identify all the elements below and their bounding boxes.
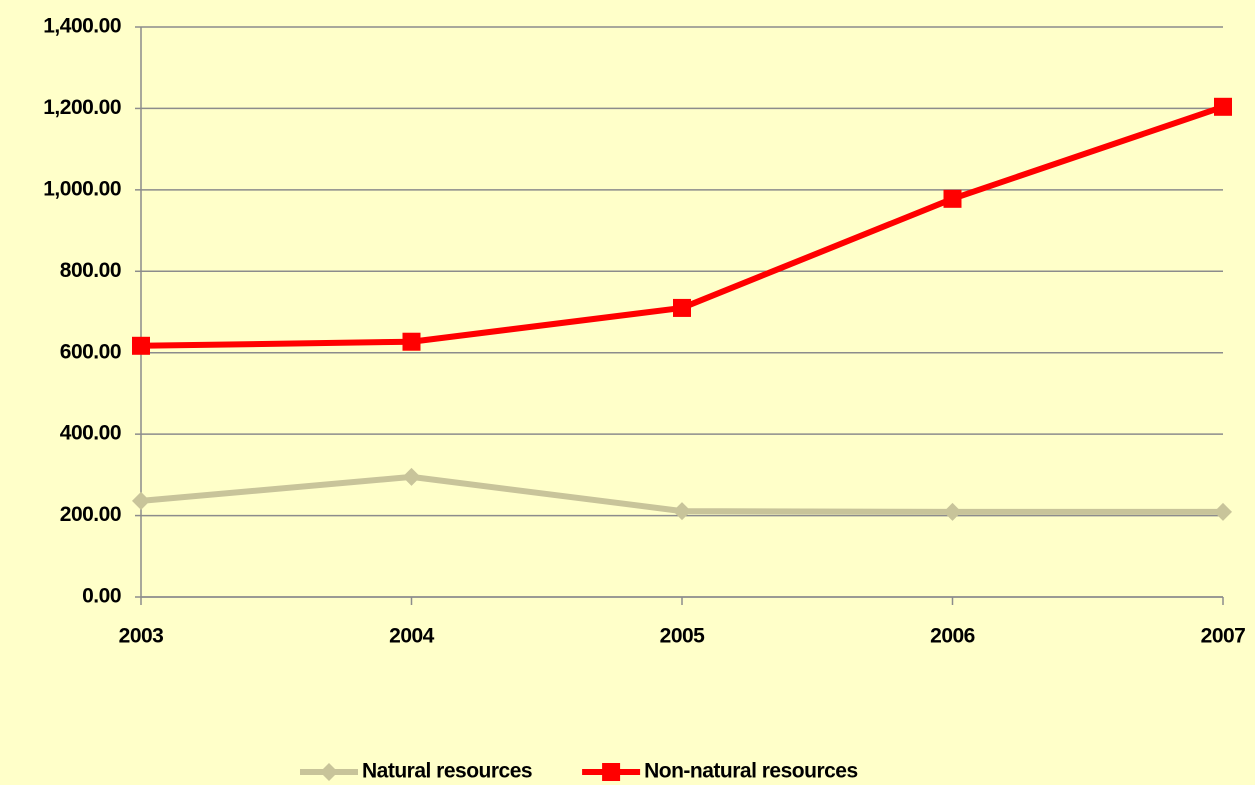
x-tick-label: 2006 (930, 625, 975, 648)
data-point (402, 467, 421, 486)
data-point (943, 189, 962, 208)
y-tick-label: 600.00 (60, 340, 121, 363)
y-tick-label: 400.00 (60, 422, 121, 445)
data-point (673, 502, 691, 521)
data-point (1214, 97, 1232, 116)
x-tick-label: 2004 (389, 625, 435, 648)
y-tick-label: 800.00 (60, 259, 121, 282)
data-point (402, 332, 421, 351)
x-tick-label: 2007 (1201, 625, 1246, 648)
data-point (673, 298, 691, 317)
legend-marker (602, 763, 621, 781)
y-tick-label: 1,400.00 (43, 15, 121, 38)
y-tick-label: 1,000.00 (43, 177, 121, 200)
y-tick-label: 0.00 (82, 585, 121, 608)
data-point (132, 491, 150, 510)
x-tick-label: 2003 (119, 625, 164, 648)
x-tick-label: 2005 (660, 625, 706, 648)
data-point (1214, 502, 1232, 521)
data-point (132, 336, 150, 355)
legend-label: Non-natural resources (644, 760, 858, 783)
legend-label: Natural resources (362, 760, 532, 783)
data-point (943, 502, 962, 521)
y-tick-label: 1,200.00 (43, 96, 121, 119)
y-tick-label: 200.00 (60, 503, 121, 526)
legend-marker (320, 763, 338, 781)
